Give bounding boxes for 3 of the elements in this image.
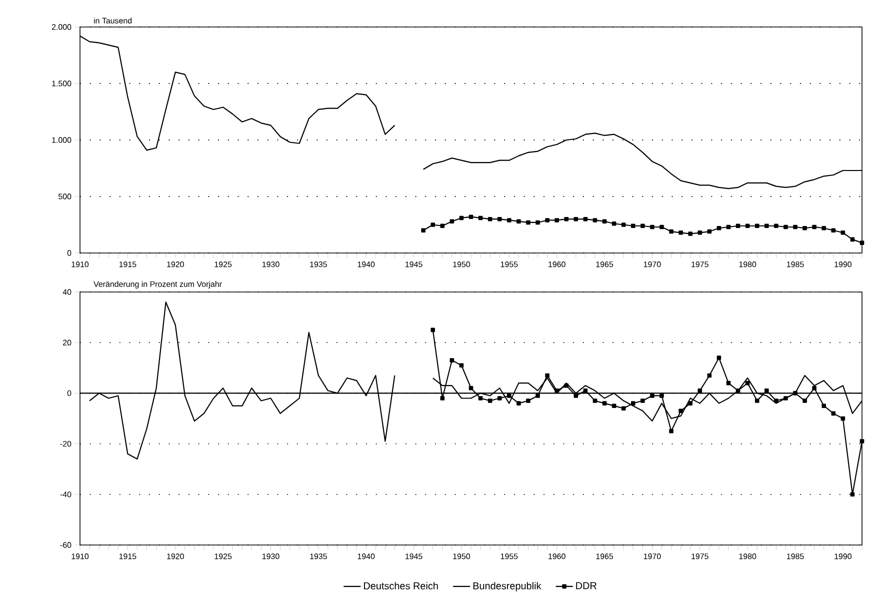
legend-label: DDR: [576, 582, 596, 590]
legend-label: Bundesrepublik: [473, 582, 542, 592]
legend-label: Deutsches Reich: [364, 582, 438, 590]
